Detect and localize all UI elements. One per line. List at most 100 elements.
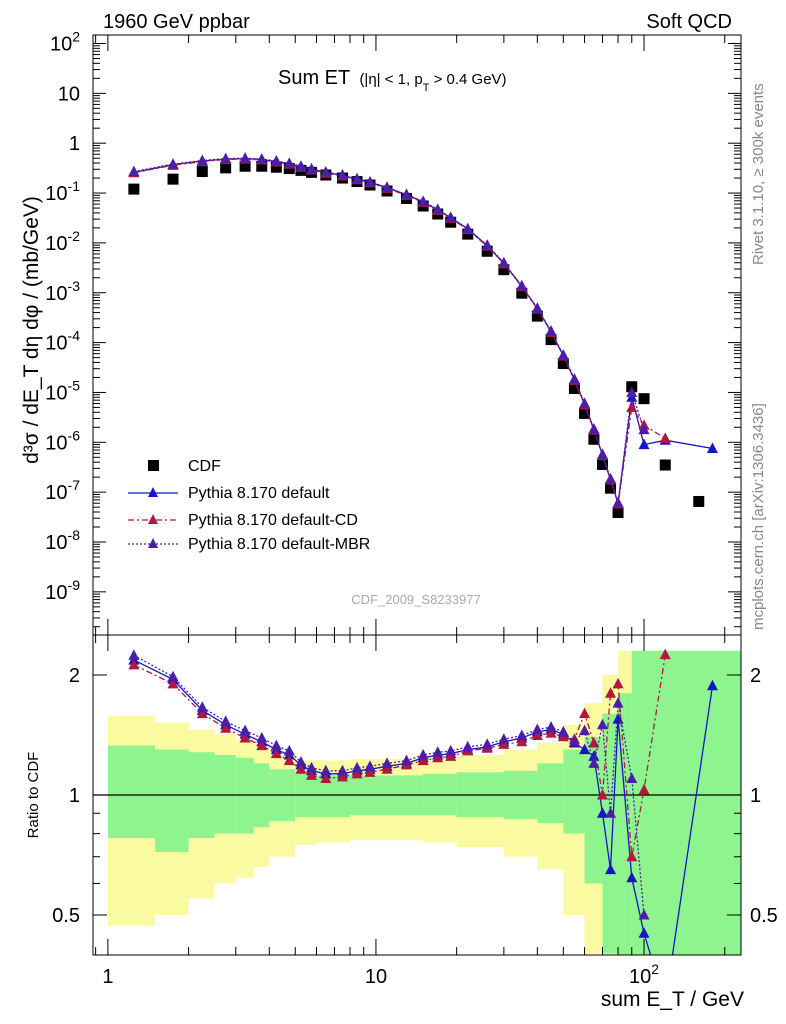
ratio-point-2 — [336, 770, 348, 782]
ratio-point-3 — [351, 761, 363, 773]
chart-title: Sum ET (|η| < 1, pT > 0.4 GeV) — [278, 67, 507, 94]
main-y-axis-label: d³σ / dE_T dη dφ / (mb/GeV) — [20, 196, 43, 464]
analysis-watermark: CDF_2009_S8233977 — [351, 592, 480, 607]
mc-point-3 — [557, 349, 569, 360]
legend-label-default-cd: Pythia 8.170 default-CD — [188, 512, 358, 529]
ratio-point-3 — [239, 724, 251, 736]
ratio-point-3 — [381, 757, 393, 768]
chart-title-cut-b: > 0.4 GeV) — [429, 71, 506, 88]
ratio-point-3 — [220, 715, 232, 726]
ratio-point-2 — [220, 722, 232, 733]
ratio-point-3 — [597, 718, 609, 730]
y-tick-label: 10-7 — [45, 477, 80, 504]
ratio-point-2 — [381, 763, 393, 774]
mc-point-3 — [364, 175, 376, 187]
cdf-point — [693, 495, 705, 507]
band-inner — [214, 754, 236, 834]
mc-point-1 — [638, 438, 650, 450]
band-inner — [235, 757, 254, 834]
ratio-point-2 — [295, 763, 307, 774]
y-tick-label: 10-2 — [45, 228, 80, 255]
header-energy: 1960 GeV ppbar — [103, 11, 250, 33]
cdf-point — [659, 459, 671, 471]
mc-point-3 — [256, 153, 268, 164]
band-inner — [584, 736, 603, 884]
ratio-point-3 — [401, 754, 413, 766]
mc-point-3 — [283, 157, 295, 168]
rivet-version-label: Rivet 3.1.10, ≥ 300k events — [750, 83, 767, 265]
band-inner — [563, 749, 585, 834]
y-tick-label: 10-8 — [45, 527, 80, 554]
legend-label-default: Pythia 8.170 default — [188, 485, 330, 502]
y-tick-label: 10-6 — [45, 427, 80, 454]
y-tick-label: 102 — [50, 29, 80, 56]
ratio-point-1 — [605, 863, 617, 875]
ratio-point-2 — [531, 729, 543, 741]
ratio-axes-ticks: 2 2 1 1 0.5 0.5 1 10 102 — [52, 635, 778, 988]
ratio-point-1 — [626, 871, 638, 883]
ratio-point-3 — [545, 721, 557, 732]
legend: CDF Pythia 8.170 default Pythia 8.170 de… — [128, 458, 370, 553]
cdf-point — [545, 334, 557, 346]
ratio-point-3 — [605, 807, 617, 818]
ratio-point-2 — [626, 850, 638, 862]
mc-point-3 — [220, 152, 232, 164]
ratio-point-2 — [351, 767, 363, 779]
ratio-y-axis-label: Ratio to CDF — [25, 752, 42, 839]
mc-point-3 — [568, 373, 580, 384]
band-inner — [537, 763, 564, 824]
cdf-point — [239, 160, 251, 172]
ratio-point-3 — [588, 757, 600, 768]
cdf-point — [605, 482, 617, 494]
x-axis-label: sum E_T / GeV — [601, 988, 744, 1011]
ratio-point-3 — [557, 725, 569, 737]
x-tick-label: 10 — [365, 966, 387, 988]
legend-label-cdf: CDF — [188, 458, 221, 475]
cdf-point — [557, 358, 569, 370]
cdf-point — [167, 173, 179, 185]
ratio-y-tick-label-left: 0.5 — [52, 905, 80, 927]
y-tick-label: 10-1 — [45, 178, 80, 205]
ratio-y-tick-label-right: 2 — [750, 665, 761, 687]
ratio-point-3 — [256, 731, 268, 743]
ratio-point-1 — [588, 750, 600, 761]
mc-point-3 — [545, 325, 557, 336]
legend-marker-default-mbr — [148, 538, 158, 548]
ratio-point-2 — [364, 766, 376, 777]
ratio-point-3 — [306, 761, 318, 773]
cdf-point — [128, 183, 140, 195]
mc-point-3 — [588, 422, 600, 434]
mc-point-3 — [638, 423, 650, 435]
chart-title-main: Sum ET — [278, 67, 350, 89]
mc-point-3 — [320, 165, 332, 177]
ratio-point-3 — [364, 760, 376, 771]
mc-point-1 — [706, 442, 718, 454]
ratio-point-2 — [605, 687, 617, 698]
chart-title-cut-sub: T — [423, 82, 430, 94]
ratio-point-2 — [597, 789, 609, 800]
source-label: mcplots.cern.ch [arXiv:1306.3436] — [750, 403, 767, 630]
ratio-line-3 — [133, 654, 645, 916]
ratio-point-2 — [417, 754, 429, 766]
y-tick-label: 1 — [69, 133, 80, 155]
ratio-point-2 — [432, 751, 444, 763]
ratio-point-2 — [196, 707, 208, 719]
mc-point-3 — [612, 496, 624, 508]
main-panel: 102 10 1 10-1 10-2 10-3 10-4 10-5 10-6 10-7 10-8 10… — [20, 29, 742, 636]
ratio-point-2 — [638, 783, 650, 795]
cdf-point — [462, 228, 474, 240]
mc-point-3 — [196, 154, 208, 165]
chart-title-cut-a: (|η| < 1, p — [359, 71, 422, 88]
ratio-point-2 — [256, 739, 268, 751]
mc-point-3 — [445, 211, 457, 222]
main-axes-ticks — [93, 35, 741, 635]
cdf-point — [638, 393, 650, 405]
ratio-point-3 — [417, 748, 429, 760]
mc-point-2 — [626, 401, 638, 412]
ratio-point-2 — [659, 648, 671, 660]
mc-point-3 — [597, 448, 609, 459]
legend-marker-cdf — [148, 460, 159, 471]
mc-point-3 — [462, 222, 474, 234]
legend-label-default-mbr: Pythia 8.170 default-MBR — [188, 536, 370, 553]
